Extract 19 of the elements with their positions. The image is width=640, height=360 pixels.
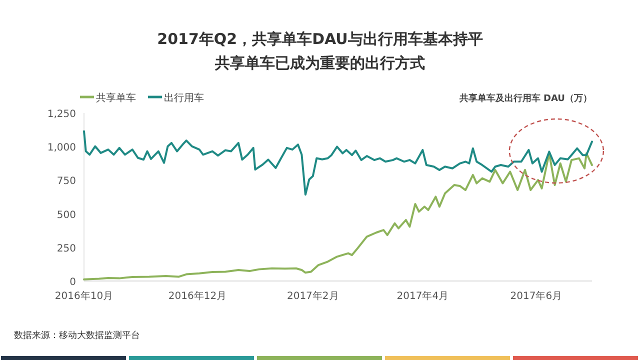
x-tick-label: 2017年2月	[286, 290, 339, 302]
y-tick-label: 250	[56, 243, 76, 254]
x-tick-label: 2017年4月	[396, 290, 449, 302]
y-tick-label: 750	[56, 176, 76, 188]
x-tick-label: 2017年6月	[510, 290, 562, 302]
y-tick-label: 0	[70, 277, 76, 288]
chart-title: 2017年Q2，共享单车DAU与出行用车基本持平	[157, 30, 483, 48]
legend-label: 出行用车	[164, 92, 204, 104]
line-series	[83, 130, 593, 196]
x-tick-label: 2016年12月	[168, 290, 227, 302]
y-axis-title: 共享单车及出行用车 DAU（万）	[458, 93, 592, 104]
chart-subtitle: 共享单车已成为重要的出行方式	[214, 54, 425, 72]
x-tick-label: 2016年10月	[54, 290, 114, 302]
y-tick-label: 1,250	[47, 109, 76, 120]
source-note: 数据来源：移动大数据监测平台	[14, 330, 140, 341]
y-tick-label: 500	[56, 210, 76, 221]
line-series	[83, 152, 593, 280]
legend-label: 共享单车	[96, 92, 136, 104]
y-tick-label: 1,000	[47, 142, 76, 154]
